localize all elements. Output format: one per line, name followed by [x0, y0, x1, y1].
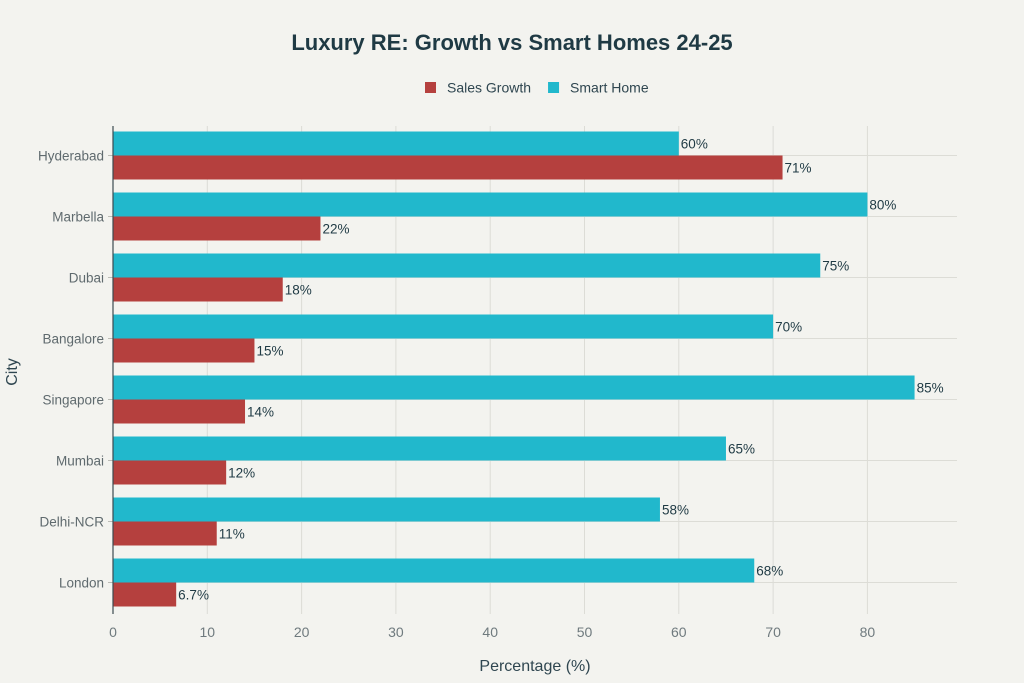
bar-sales-growth [113, 155, 783, 180]
y-tick-label: Hyderabad [38, 149, 104, 164]
data-label-sales-growth: 15% [256, 344, 283, 359]
data-label-sales-growth: 11% [219, 527, 245, 542]
data-label-smart-home: 85% [917, 381, 944, 396]
data-label-sales-growth: 71% [785, 161, 812, 176]
bar-smart-home [113, 497, 660, 522]
bar-sales-growth [113, 582, 177, 607]
bar-smart-home [113, 192, 868, 217]
y-tick-label: Mumbai [56, 454, 104, 469]
legend-label: Sales Growth [447, 80, 531, 96]
bar-sales-growth [113, 338, 255, 363]
legend: Sales Growth Smart Home [425, 80, 649, 96]
legend-label: Smart Home [570, 80, 649, 96]
bar-sales-growth [113, 277, 283, 302]
axes: 0 10 20 30 40 50 60 70 80 Hyderabad Marbella Dubai B… [38, 126, 875, 640]
y-tick-label: Marbella [52, 210, 104, 225]
x-tick-label: 30 [388, 624, 404, 640]
bar-smart-home [113, 314, 774, 339]
x-tick-label: 20 [294, 624, 310, 640]
bar-sales-growth [113, 399, 246, 424]
bar-smart-home [113, 131, 679, 156]
x-tick-label: 10 [200, 624, 216, 640]
bar-smart-home [113, 375, 915, 400]
x-tick-label: 50 [577, 624, 593, 640]
data-label-sales-growth: 22% [322, 222, 349, 237]
data-label-smart-home: 75% [822, 259, 849, 274]
bars: 60% 71% 80% 22% 75% 18% 70% 15% 85% 14% 65% 12% 58% 1… [113, 131, 944, 607]
bar-smart-home [113, 558, 755, 583]
bar-smart-home [113, 436, 726, 461]
data-label-sales-growth: 12% [228, 466, 255, 481]
bar-sales-growth [113, 521, 217, 546]
x-tick-label: 0 [109, 624, 117, 640]
x-tick-label: 60 [671, 624, 687, 640]
data-label-sales-growth: 14% [247, 405, 274, 420]
legend-swatch [548, 82, 560, 93]
bar-sales-growth [113, 216, 321, 241]
legend-swatch [425, 82, 436, 93]
x-tick-label: 70 [765, 624, 781, 640]
data-label-smart-home: 70% [775, 320, 802, 335]
x-tick-label: 40 [482, 624, 498, 640]
data-label-sales-growth: 6.7% [178, 588, 209, 603]
y-tick-label: Delhi-NCR [39, 515, 104, 530]
y-tick-label: Singapore [42, 393, 104, 408]
y-tick-label: Dubai [69, 271, 104, 286]
data-label-smart-home: 68% [756, 564, 783, 579]
y-tick-label: Bangalore [42, 332, 104, 347]
data-label-smart-home: 65% [728, 442, 755, 457]
bar-smart-home [113, 253, 821, 278]
y-tick-label: London [59, 576, 104, 591]
data-label-sales-growth: 18% [285, 283, 312, 298]
data-label-smart-home: 58% [662, 503, 689, 518]
y-axis-title: City [4, 358, 21, 386]
bar-sales-growth [113, 460, 227, 485]
x-axis-title: Percentage (%) [479, 658, 590, 675]
chart-title: Luxury RE: Growth vs Smart Homes 24-25 [291, 30, 732, 55]
data-label-smart-home: 80% [869, 198, 896, 213]
data-label-smart-home: 60% [681, 137, 708, 152]
x-tick-label: 80 [860, 624, 876, 640]
